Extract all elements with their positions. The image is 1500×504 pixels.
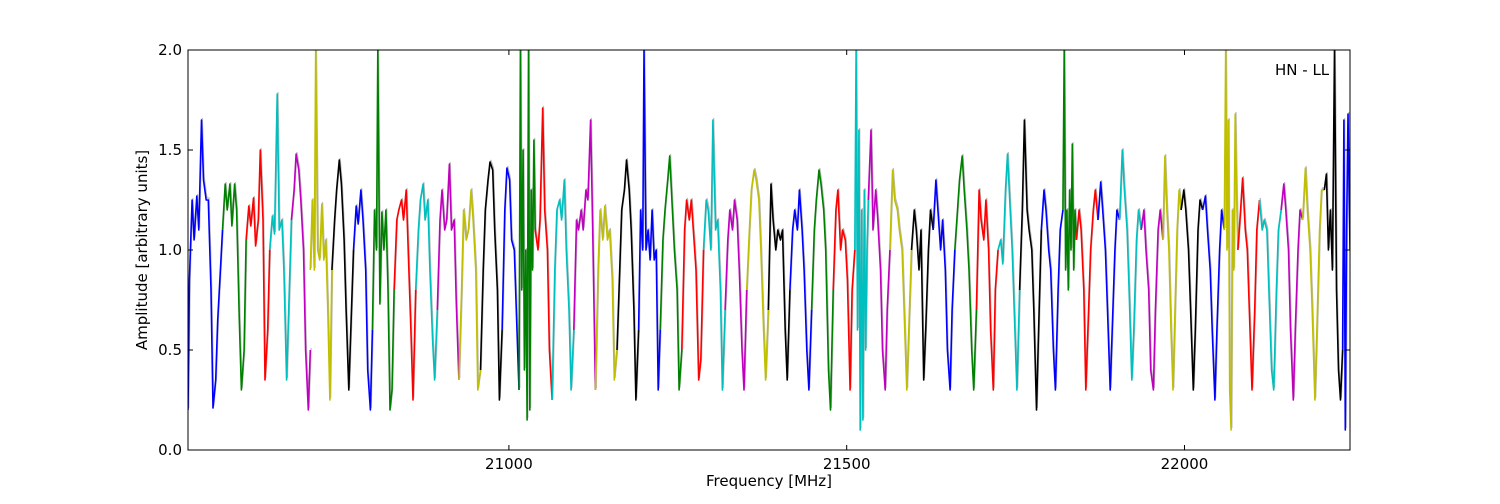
series-line-39 xyxy=(1018,119,1043,411)
series-line-52 xyxy=(1280,183,1304,401)
x-tick-label: 22000 xyxy=(1161,455,1209,473)
x-tick-label: 21000 xyxy=(485,455,533,473)
series-line-35 xyxy=(932,179,956,391)
series-layer xyxy=(188,50,1350,431)
ghost-trace-4 xyxy=(291,151,312,409)
series-line-4 xyxy=(290,153,312,411)
series-line-54 xyxy=(1323,50,1344,401)
x-axis-label: Frequency [MHz] xyxy=(706,472,832,490)
y-tick-label: 1.0 xyxy=(158,241,182,259)
series-line-16 xyxy=(534,107,553,401)
ghost-trace-50 xyxy=(1238,175,1261,389)
series-line-2 xyxy=(245,149,271,381)
series-line-36 xyxy=(954,155,978,391)
series-line-30 xyxy=(832,189,856,391)
series-line-48 xyxy=(1201,195,1226,401)
series-line-50 xyxy=(1237,177,1261,391)
series-line-45 xyxy=(1140,209,1164,391)
series-line-10 xyxy=(414,183,439,381)
series-line-0 xyxy=(188,119,224,411)
x-tick-label: 21500 xyxy=(823,455,871,473)
series-line-37 xyxy=(975,189,999,391)
ghost-trace-0 xyxy=(188,117,224,409)
series-line-32 xyxy=(867,129,891,391)
series-line-21 xyxy=(637,50,661,391)
series-line-12 xyxy=(458,189,482,391)
series-line-53 xyxy=(1301,167,1325,401)
series-line-47 xyxy=(1180,189,1204,391)
tick-layer: 21000 21500 22000 0.0 0.5 1.0 1.5 2.0 xyxy=(158,41,1350,473)
series-line-22 xyxy=(659,155,683,391)
ghost-trace-40 xyxy=(1041,187,1065,389)
series-line-14 xyxy=(501,167,520,391)
series-line-38 xyxy=(997,153,1021,391)
series-line-43 xyxy=(1097,181,1121,391)
series-line-28 xyxy=(789,189,813,391)
series-line-18 xyxy=(573,119,597,391)
y-tick-label: 0.0 xyxy=(158,441,182,459)
series-line-42 xyxy=(1075,189,1099,391)
series-line-13 xyxy=(479,161,503,401)
series-line-6 xyxy=(331,159,355,391)
series-line-7 xyxy=(352,189,374,411)
series-line-29 xyxy=(810,169,834,411)
ghost-trace-33 xyxy=(890,167,913,389)
series-line-5 xyxy=(309,50,333,401)
series-line-26 xyxy=(745,169,770,381)
ghost-trace-27 xyxy=(768,181,792,379)
series-line-46 xyxy=(1162,155,1182,391)
series-line-3 xyxy=(268,93,293,381)
panel-annotation: HN - LL xyxy=(1275,61,1330,79)
series-line-51 xyxy=(1258,199,1282,391)
series-line-40 xyxy=(1040,189,1064,391)
series-line-33 xyxy=(889,169,913,391)
series-line-41 xyxy=(1062,50,1078,291)
y-tick-label: 1.5 xyxy=(158,141,182,159)
series-line-1 xyxy=(221,183,247,391)
series-line-27 xyxy=(767,183,791,381)
series-line-49 xyxy=(1223,50,1239,431)
series-line-24 xyxy=(702,119,726,391)
series-line-34 xyxy=(910,209,934,381)
series-line-31 xyxy=(854,50,870,431)
series-line-55 xyxy=(1341,113,1350,431)
series-line-17 xyxy=(551,179,575,401)
series-line-25 xyxy=(724,199,748,391)
ghost-trace-13 xyxy=(480,159,504,399)
series-line-11 xyxy=(436,163,460,381)
series-line-15 xyxy=(518,50,536,421)
series-line-44 xyxy=(1118,149,1142,381)
y-axis-label: Amplitude [arbitrary units] xyxy=(133,150,151,350)
series-line-8 xyxy=(371,50,395,411)
series-line-19 xyxy=(594,205,618,391)
series-line-20 xyxy=(616,159,640,401)
ghost-trace-3 xyxy=(269,91,293,379)
y-tick-label: 2.0 xyxy=(158,41,182,59)
series-line-23 xyxy=(681,199,705,381)
ghost-trace-24 xyxy=(703,117,727,389)
series-line-9 xyxy=(393,189,417,401)
y-tick-label: 0.5 xyxy=(158,341,182,359)
